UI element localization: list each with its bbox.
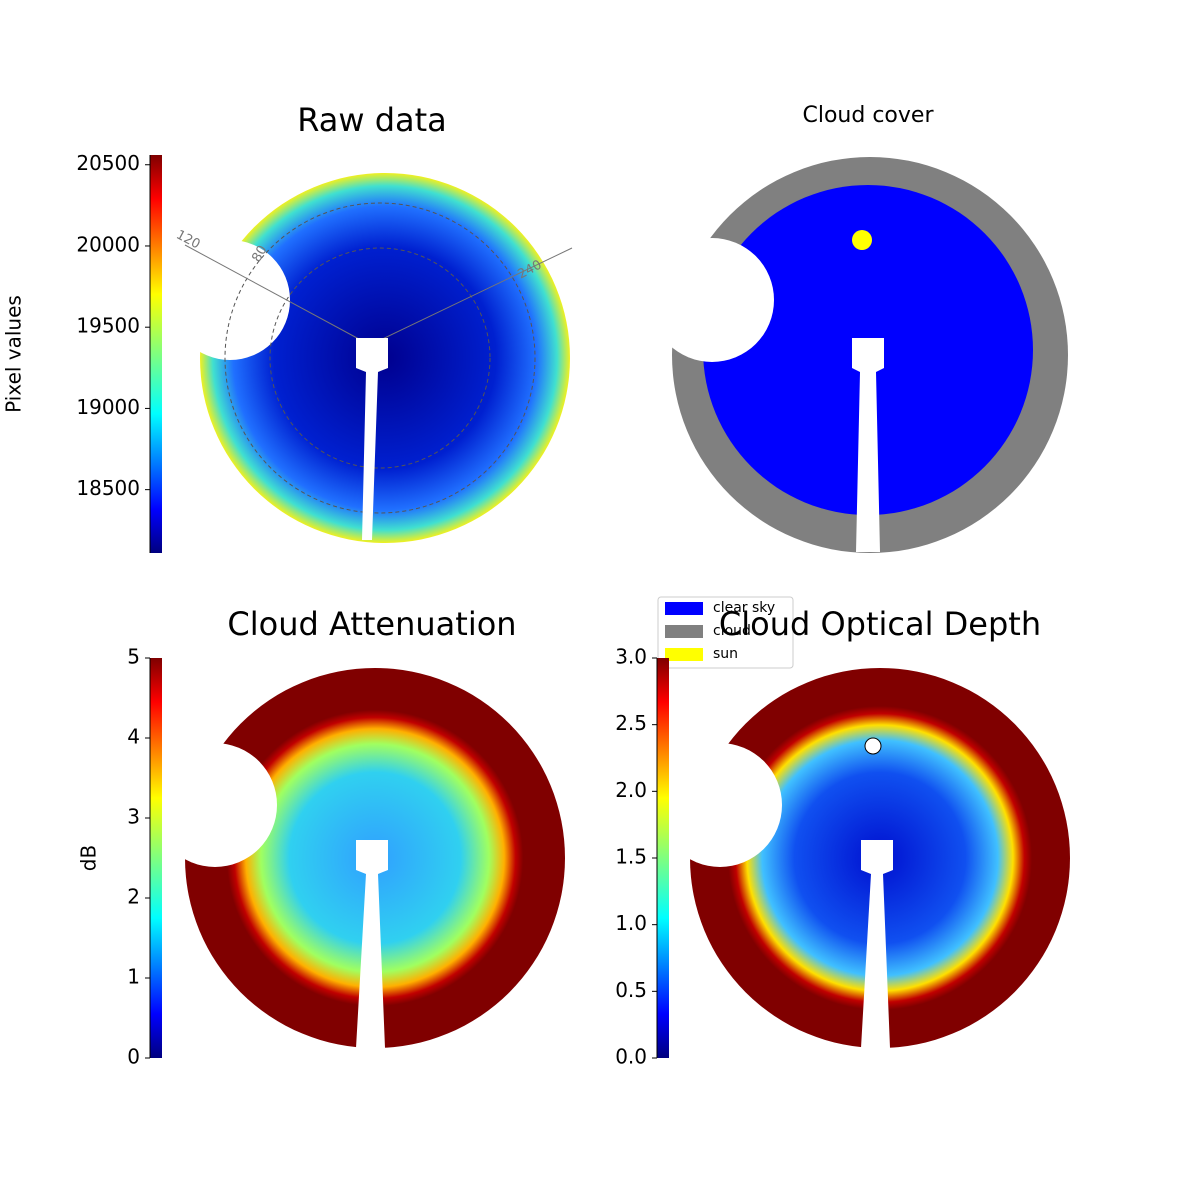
legend-label: cloud bbox=[713, 623, 751, 639]
tick-label: 19500 bbox=[76, 314, 140, 338]
mask bbox=[170, 240, 290, 360]
panel-title: Cloud Optical Depth bbox=[719, 605, 1041, 643]
mask bbox=[658, 743, 782, 867]
polar-ring bbox=[269, 247, 491, 469]
tick-label: 19000 bbox=[76, 395, 140, 419]
colorbar-label: dB bbox=[77, 845, 101, 871]
tick-label: 0 bbox=[127, 1045, 140, 1069]
mast bbox=[861, 840, 893, 1048]
legend-swatch bbox=[665, 602, 703, 615]
tick-label: 20000 bbox=[76, 232, 140, 256]
mask bbox=[153, 743, 277, 867]
images bbox=[153, 157, 1070, 1048]
legend-swatch bbox=[665, 648, 703, 661]
colorbar bbox=[150, 658, 162, 1058]
sun-spot bbox=[864, 737, 882, 755]
tick-label: 4 bbox=[127, 725, 140, 749]
tick-label: 1 bbox=[127, 965, 140, 989]
tick-label: 2.0 bbox=[615, 778, 647, 802]
polar-spoke bbox=[184, 244, 371, 346]
tick-label: 2 bbox=[127, 885, 140, 909]
colorbar bbox=[657, 658, 669, 1058]
panel-title: Cloud cover bbox=[803, 103, 935, 128]
colorbar bbox=[150, 155, 162, 553]
panel-title: Cloud Attenuation bbox=[227, 605, 516, 643]
colorbar-label: Pixel values bbox=[2, 295, 26, 413]
sun bbox=[852, 230, 872, 250]
tick-label: 1.5 bbox=[615, 845, 647, 869]
tick-label: 0.5 bbox=[615, 978, 647, 1002]
tick-label: 3 bbox=[127, 805, 140, 829]
tick-label: 5 bbox=[127, 645, 140, 669]
tick-label: 3.0 bbox=[615, 645, 647, 669]
tick-label: 0.0 bbox=[615, 1045, 647, 1069]
legend-label: clear sky bbox=[713, 600, 775, 616]
polar-label: 80 bbox=[249, 243, 270, 265]
tick-label: 2.5 bbox=[615, 711, 647, 735]
tick-label: 1.0 bbox=[615, 911, 647, 935]
polar-label: 120 bbox=[174, 228, 203, 253]
mast bbox=[356, 338, 388, 540]
panel-title: Raw data bbox=[297, 101, 447, 139]
tick-label: 20500 bbox=[76, 151, 140, 175]
polar-ring bbox=[224, 202, 536, 514]
legend-swatch bbox=[665, 625, 703, 638]
mast bbox=[852, 338, 884, 552]
polar-spoke bbox=[369, 247, 573, 346]
legend-label: sun bbox=[713, 646, 738, 662]
mask bbox=[650, 238, 774, 362]
mast bbox=[356, 840, 388, 1048]
tick-label: 18500 bbox=[76, 476, 140, 500]
